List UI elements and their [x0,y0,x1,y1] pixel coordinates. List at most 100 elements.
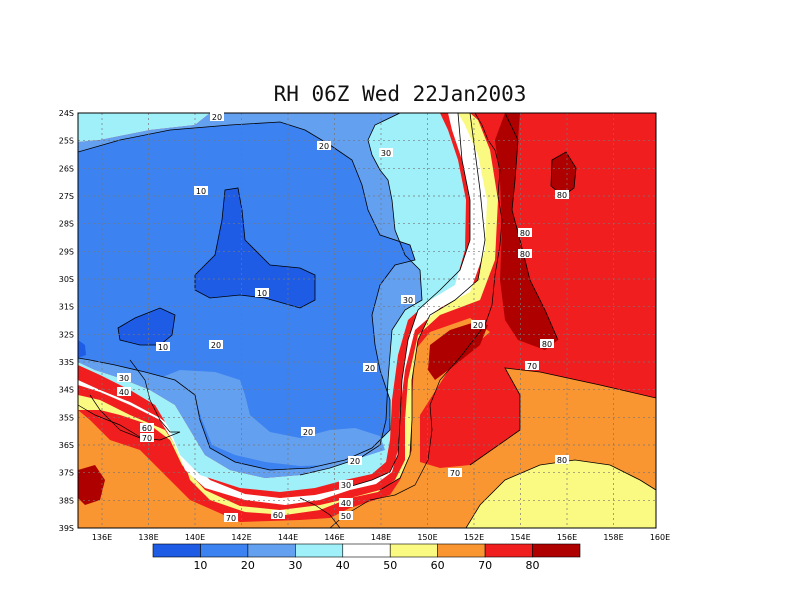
contour-fill-layer [78,113,656,528]
rh-band-80-90-east [495,113,558,350]
contour-label-bg [209,340,223,349]
colorbar-swatch [532,543,581,558]
colorbar-swatch [389,543,438,558]
lat-tick-label: 35S [59,413,74,422]
contour-label-bg [525,361,539,370]
map-title: RH 06Z Wed 22Jan2003 [273,82,527,106]
lat-tick-label: 31S [59,303,74,312]
contour-label: 20 [473,321,483,330]
lat-tick-label: 34S [59,386,74,395]
contour-label: 20 [365,364,375,373]
contour-label-bg [194,186,208,195]
contour-label: 70 [450,469,460,478]
contour-label: 80 [557,456,567,465]
contour-label: 20 [303,428,313,437]
lat-tick-label: 26S [59,164,74,173]
contour-label-bg [363,363,377,372]
rh-band-30-40 [78,113,466,492]
contour-label: 20 [319,142,329,151]
contour-label: 10 [196,187,206,196]
lon-tick-label: 154E [510,533,530,542]
contour-label-bg [255,288,269,297]
colorbar-swatch [342,543,391,558]
colorbar-swatch [200,543,249,558]
colorbar: 10 20 30 40 50 60 70 80 [152,543,581,572]
lon-tick-label: 144E [278,533,298,542]
rh-band-80-90-cell [551,152,576,196]
contour-label: 70 [142,434,152,443]
colorbar-swatch [437,543,486,558]
colorbar-label: 80 [526,559,540,572]
rh-band-50-60-se [466,460,656,528]
lat-tick-label: 38S [59,496,74,505]
rh-band-60-70 [78,318,656,528]
contour-label-bg [339,498,353,507]
contour-label: 60 [273,511,283,520]
contour-label: 30 [381,149,391,158]
lon-tick-label: 148E [371,533,391,542]
colorbar-label: 50 [383,559,397,572]
contour-label: 30 [119,374,129,383]
lat-tick-label: 39S [59,524,74,533]
colorbar-swatch [152,543,201,558]
contour-label-bg [448,468,462,477]
contour-label: 80 [520,250,530,259]
colorbar-label: 10 [193,559,207,572]
lon-tick-label: 146E [324,533,344,542]
lon-tick-label: 158E [603,533,623,542]
contour-label-bg [555,455,569,464]
contour-label-bg [348,456,362,465]
contour-label-bg [210,112,224,121]
rh-band-0-10-south [118,308,175,345]
lon-tick-label: 142E [231,533,251,542]
contour-label: 10 [257,289,267,298]
lon-tick-label: 138E [138,533,158,542]
colorbar-swatch [247,543,296,558]
contour-label-bg [339,511,353,520]
rh-band-0-10-north [195,188,315,308]
rh-band-20-30-inner [160,370,385,466]
colorbar-label: 60 [431,559,445,572]
lat-tick-label: 32S [59,330,74,339]
lon-tick-label: 150E [417,533,437,542]
longitude-axis: 136E 138E 140E 142E 144E 146E 148E 150E 152E 154E… [92,533,670,542]
contour-label: 20 [350,457,360,466]
lat-tick-label: 29S [59,247,74,256]
map-frame [77,112,657,529]
rh-band-80-90-west [78,465,105,505]
lon-tick-label: 156E [557,533,577,542]
lat-tick-label: 33S [59,358,74,367]
colorbar-label: 70 [478,559,492,572]
lat-tick-label: 30S [59,275,74,284]
contour-label: 30 [341,481,351,490]
colorbar-label: 40 [336,559,350,572]
contour-label-bg [301,427,315,436]
contour-label-bg [140,423,154,432]
lat-tick-label: 25S [59,137,74,146]
contour-label-bg [140,433,154,442]
lat-tick-label: 27S [59,192,74,201]
lon-tick-label: 136E [92,533,112,542]
contour-label-bg [401,295,415,304]
contour-label: 40 [341,499,351,508]
contour-label-bg [224,513,238,522]
contour-label: 40 [119,388,129,397]
contour-label-bg [518,249,532,258]
contour-label: 60 [142,424,152,433]
lon-tick-label: 140E [185,533,205,542]
contour-label: 80 [520,229,530,238]
contour-label: 30 [403,296,413,305]
lon-tick-label: 152E [464,533,484,542]
contour-label: 10 [158,343,168,352]
contour-label-bg [117,373,131,382]
colorbar-label: 20 [241,559,255,572]
contour-label-bg [317,141,331,150]
colorbar-swatch [295,543,344,558]
lat-tick-label: 28S [59,220,74,229]
contour-label: 70 [527,362,537,371]
rh-band-0-10-edge [78,340,86,358]
lat-tick-label: 24S [59,109,74,118]
contour-label-bg [518,228,532,237]
latitude-axis: 24S 25S 26S 27S 28S 29S 30S 31S 32S 33S 34S 35S 36S 3… [59,109,74,533]
